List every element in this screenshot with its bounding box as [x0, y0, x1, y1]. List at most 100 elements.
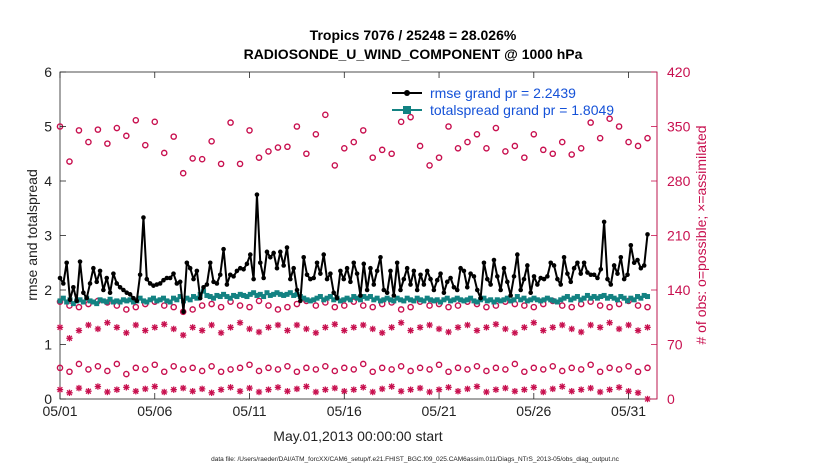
obs_possible_group1-point: [596, 134, 604, 142]
obs_possible_group3-point: [634, 368, 642, 376]
totalspread-point: [301, 295, 307, 301]
rmse-point: [197, 295, 203, 301]
rmse-point: [441, 290, 447, 296]
obs_possible_group2-point: [369, 303, 377, 311]
obs_possible_group2-point: [255, 297, 263, 305]
totalspread-point: [454, 295, 460, 301]
y-left-tick-label: 5: [44, 119, 52, 135]
rmse-point: [264, 249, 270, 255]
rmse-point: [418, 272, 423, 278]
rmse-point: [531, 274, 537, 279]
rmse-point: [404, 265, 410, 271]
obs_possible_group2-point: [170, 303, 178, 311]
obs_assimilated_group1-point: [388, 324, 395, 331]
obs_possible_group1-point: [66, 158, 73, 165]
obs_possible_group3-point: [236, 364, 244, 372]
obs_assimilated_group2-point: [179, 384, 187, 392]
obs_possible_group3-point: [170, 362, 178, 370]
obs_assimilated_group2-point: [246, 384, 253, 392]
obs_possible_group3-point: [217, 368, 225, 376]
rmse-point: [221, 246, 226, 252]
obs_assimilated_group2-point: [284, 388, 291, 395]
obs_possible_group1-point: [577, 144, 585, 152]
rmse-point: [324, 276, 330, 282]
rmse-point: [354, 271, 360, 276]
rmse-point: [625, 272, 630, 278]
obs_assimilated_group1-point: [322, 324, 329, 331]
rmse-point: [351, 260, 357, 266]
obs_assimilated_group1-point: [511, 329, 519, 337]
obs_possible_group1-point: [293, 123, 301, 130]
totalspread-point: [127, 297, 133, 303]
obs_possible_group2-point: [284, 303, 291, 311]
obs_possible_group3-point: [549, 362, 557, 370]
rmse-point: [104, 275, 110, 281]
obs_possible_group2-point: [407, 303, 414, 311]
obs_assimilated_group1-point: [568, 325, 575, 333]
rmse-point: [598, 266, 604, 272]
obs_assimilated_group2-point: [303, 383, 310, 390]
rmse-point: [444, 279, 450, 285]
totalspread-point: [431, 298, 437, 304]
totalspread-point: [611, 295, 617, 301]
obs_assimilated_group2-point: [208, 389, 215, 396]
chart-axes: 05/01 05/06 05/11 05/16 05/21 05/26 05/31 0 1 2 3 4…: [42, 64, 690, 419]
totalspread-point: [241, 292, 247, 298]
rmse-point: [57, 275, 63, 281]
obs_possible_group1-point: [265, 148, 272, 155]
obs_possible_group1-point: [141, 141, 149, 149]
obs_possible_group2-point: [483, 303, 490, 311]
totalspread-point: [284, 291, 290, 297]
obs_assimilated_group1-point: [75, 327, 83, 334]
rmse-point: [304, 272, 310, 278]
totalspread-point: [80, 299, 86, 305]
obs_assimilated_group2-point: [540, 388, 547, 396]
obs_possible_group2-point: [189, 306, 196, 313]
obs_assimilated_group2-point: [644, 395, 651, 403]
obs_possible_group2-point: [359, 302, 367, 309]
obs_assimilated_group2-point: [123, 384, 130, 391]
rmse-point: [438, 271, 443, 276]
rmse-point: [301, 254, 306, 260]
rmse-point: [368, 265, 373, 271]
rmse-point: [341, 276, 347, 282]
totalspread-point: [337, 298, 343, 304]
obs_possible_group3-point: [322, 362, 329, 370]
totalspread-point: [588, 295, 594, 301]
totalspread-point: [164, 298, 170, 304]
obs_possible_group1-point: [217, 160, 225, 168]
totalspread-point: [521, 295, 527, 301]
obs_assimilated_group1-point: [577, 328, 585, 336]
obs_assimilated_group1-point: [625, 321, 632, 329]
y-right-tick-label: 350: [667, 119, 691, 135]
obs_assimilated_group2-point: [161, 388, 168, 396]
obs_possible_group3-point: [530, 364, 538, 372]
rmse-point: [515, 252, 520, 257]
totalspread-point: [645, 294, 651, 300]
obs_possible_group1-point: [104, 140, 111, 147]
obs_possible_group3-point: [227, 366, 234, 373]
obs_assimilated_group1-point: [198, 327, 206, 334]
rmse-point: [318, 271, 323, 276]
totalspread-point: [635, 294, 641, 300]
obs_possible_group3-point: [587, 361, 594, 369]
obs_possible_group1-point: [606, 115, 613, 123]
rmse-point: [217, 272, 223, 278]
obs_possible_group1-point: [435, 154, 443, 161]
rmse-point: [588, 272, 594, 278]
obs_possible_group1-point: [340, 144, 348, 152]
obs_possible_group2-point: [397, 306, 405, 313]
rmse-point: [91, 265, 96, 271]
obs_assimilated_group1-series: [56, 319, 651, 342]
totalspread-point: [411, 298, 417, 304]
obs_possible_group1-point: [274, 144, 282, 151]
totalspread-point: [244, 294, 250, 300]
obs_assimilated_group2-point: [568, 388, 575, 395]
x-tick-label: 05/31: [611, 403, 646, 419]
obs_possible_group1-point: [416, 142, 424, 150]
y-left-tick-label: 6: [44, 64, 52, 80]
obs_assimilated_group1-point: [246, 325, 253, 333]
y-left-tick-label: 4: [44, 173, 52, 189]
totalspread-point: [628, 295, 634, 301]
obs_assimilated_group1-point: [473, 327, 481, 334]
